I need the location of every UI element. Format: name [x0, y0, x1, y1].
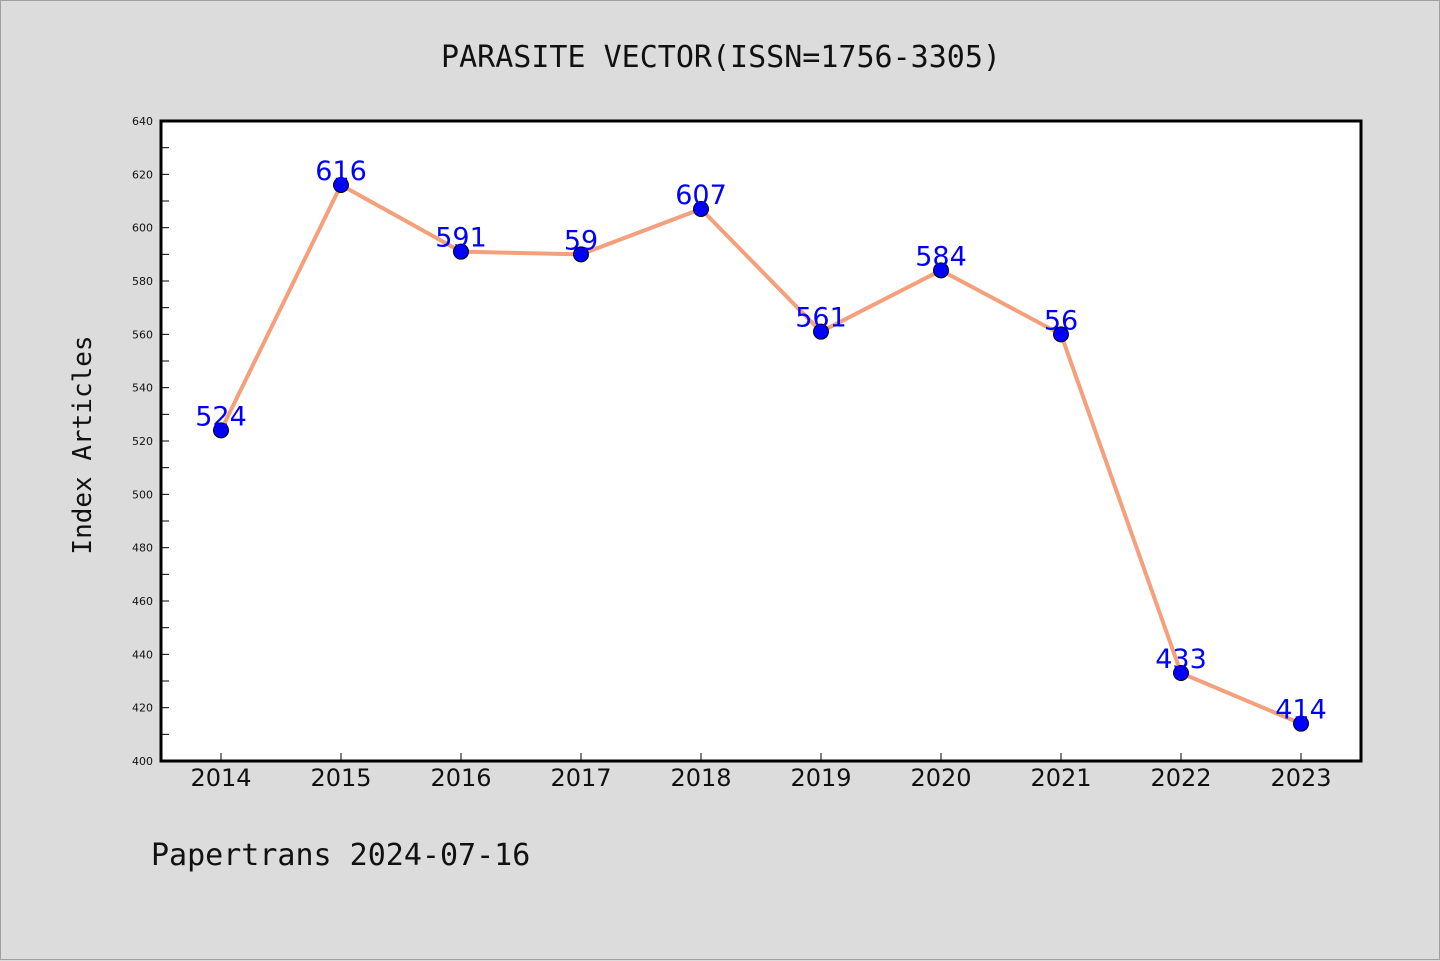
data-label-2014: 524: [195, 401, 247, 432]
data-label-2021: 56: [1044, 305, 1078, 336]
x-tick-label-2015: 2015: [310, 764, 371, 792]
y-tick-label-540: 540: [132, 382, 153, 395]
x-tick-label-2020: 2020: [910, 764, 971, 792]
data-point-2016: [453, 243, 469, 260]
y-tick-label-500: 500: [132, 488, 153, 501]
data-point-2023: [1293, 715, 1309, 732]
y-tick-label-520: 520: [132, 435, 153, 448]
x-tick-label-2021: 2021: [1030, 764, 1091, 792]
data-label-2015: 616: [315, 156, 367, 187]
y-tick-label-460: 460: [132, 595, 153, 608]
data-label-2019: 561: [795, 303, 847, 334]
x-tick-label-2014: 2014: [190, 764, 251, 792]
data-point-2020: [933, 262, 949, 279]
series-line: [219, 183, 1303, 726]
data-point-2014: [213, 422, 229, 439]
data-labels: 524 616 591 59 607 561 584 56 433 414: [195, 156, 1327, 726]
y-tick-label-440: 440: [132, 648, 153, 661]
data-point-2022: [1173, 665, 1189, 681]
data-label-2017: 59: [564, 225, 598, 256]
data-point-2015: [333, 177, 349, 193]
data-label-2023: 414: [1275, 695, 1327, 726]
data-label-2018: 607: [675, 180, 727, 211]
y-tick-label-420: 420: [132, 702, 153, 715]
x-tick-label-2017: 2017: [550, 764, 611, 792]
x-tick-label-2023: 2023: [1270, 764, 1331, 792]
data-label-2016: 591: [435, 223, 487, 254]
y-axis-label: Index Articles: [68, 335, 98, 554]
data-point-2021: [1053, 326, 1069, 343]
y-tick-label-480: 480: [132, 542, 153, 555]
y-tick-label-620: 620: [132, 168, 153, 181]
x-tick-label-2022: 2022: [1150, 764, 1211, 792]
y-tick-label-560: 560: [132, 328, 153, 341]
plot-area: [161, 121, 1361, 761]
y-tick-label-580: 580: [132, 275, 153, 288]
data-label-2020: 584: [915, 241, 967, 272]
data-point-2017: [573, 246, 589, 263]
data-label-2022: 433: [1155, 644, 1207, 675]
chart-title: PARASITE VECTOR(ISSN=1756-3305): [441, 40, 1001, 75]
data-point-2018: [693, 201, 709, 217]
footer-credit: Papertrans 2024-07-16: [151, 838, 530, 873]
x-tick-label-2016: 2016: [430, 764, 491, 792]
data-markers: [213, 177, 1309, 732]
y-axis-ticks: 400 420 440 460 480 500 520 540 560 580 600 620 640: [132, 115, 169, 768]
x-axis-ticks: 2014 2015 2016 2017 2018 2019 2020 2021 2022 2023: [190, 753, 1332, 792]
x-tick-label-2018: 2018: [670, 764, 731, 792]
y-tick-label-640: 640: [132, 115, 153, 128]
data-point-2019: [813, 323, 829, 340]
plot-frame: [159, 119, 1363, 763]
x-tick-label-2019: 2019: [790, 764, 851, 792]
y-tick-label-600: 600: [132, 222, 153, 235]
y-tick-label-400: 400: [132, 755, 153, 768]
